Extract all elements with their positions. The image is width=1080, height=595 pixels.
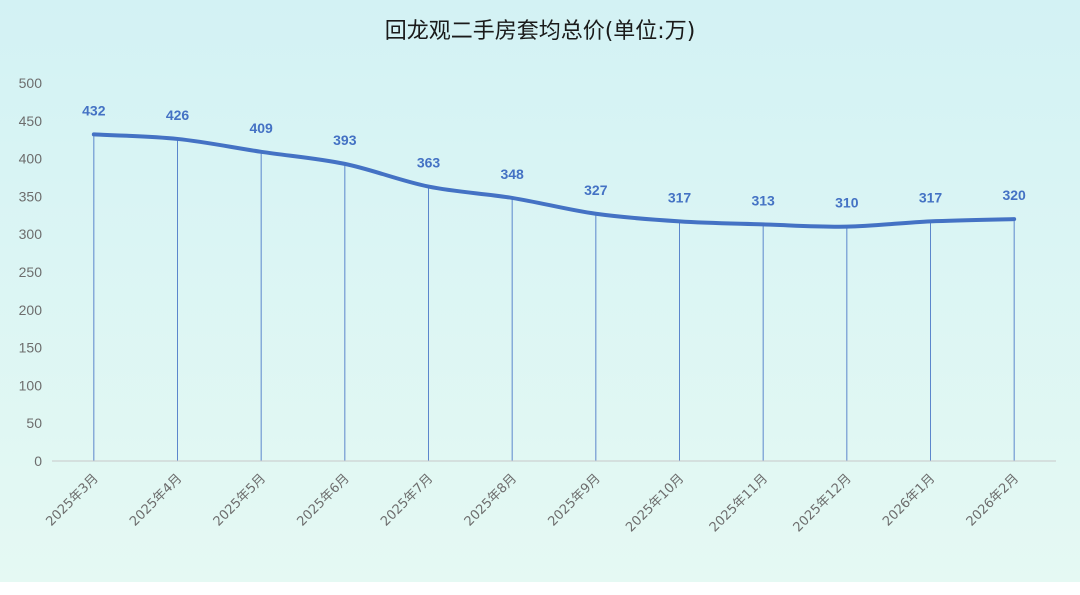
data-label: 320 bbox=[1002, 187, 1026, 203]
y-tick-label: 100 bbox=[19, 377, 43, 393]
data-label: 409 bbox=[249, 120, 273, 136]
chart-background bbox=[0, 0, 1080, 582]
y-tick-label: 150 bbox=[19, 340, 43, 356]
chart-title: 回龙观二手房套均总价(单位:万) bbox=[385, 19, 696, 44]
data-label: 426 bbox=[166, 107, 190, 123]
data-label: 310 bbox=[835, 195, 859, 211]
data-label: 317 bbox=[919, 189, 943, 205]
y-tick-label: 400 bbox=[19, 151, 43, 167]
y-tick-label: 450 bbox=[19, 113, 43, 129]
data-label: 432 bbox=[82, 102, 106, 118]
y-tick-label: 50 bbox=[26, 415, 42, 431]
data-label: 393 bbox=[333, 132, 357, 148]
y-axis: 0 50 100 150 200 250 300 350 400 450 500 bbox=[19, 75, 43, 469]
y-tick-label: 500 bbox=[19, 75, 43, 91]
chart-svg: 回龙观二手房套均总价(单位:万) 0 50 100 150 200 250 300 350 40… bbox=[0, 0, 1080, 582]
chart: 回龙观二手房套均总价(单位:万) 0 50 100 150 200 250 300 350 40… bbox=[0, 0, 1080, 582]
data-label: 348 bbox=[500, 166, 524, 182]
y-tick-label: 350 bbox=[19, 188, 43, 204]
y-tick-label: 250 bbox=[19, 264, 43, 280]
data-labels: 432 426 409 393 363 348 327 317 313 310 317 320 bbox=[82, 102, 1026, 210]
y-tick-label: 0 bbox=[34, 453, 42, 469]
data-label: 317 bbox=[668, 189, 692, 205]
y-tick-label: 300 bbox=[19, 226, 43, 242]
data-label: 363 bbox=[417, 155, 441, 171]
series-line bbox=[91, 132, 1017, 229]
data-label: 313 bbox=[751, 192, 775, 208]
y-tick-label: 200 bbox=[19, 302, 43, 318]
drop-lines bbox=[93, 134, 1015, 461]
data-label: 327 bbox=[584, 182, 608, 198]
